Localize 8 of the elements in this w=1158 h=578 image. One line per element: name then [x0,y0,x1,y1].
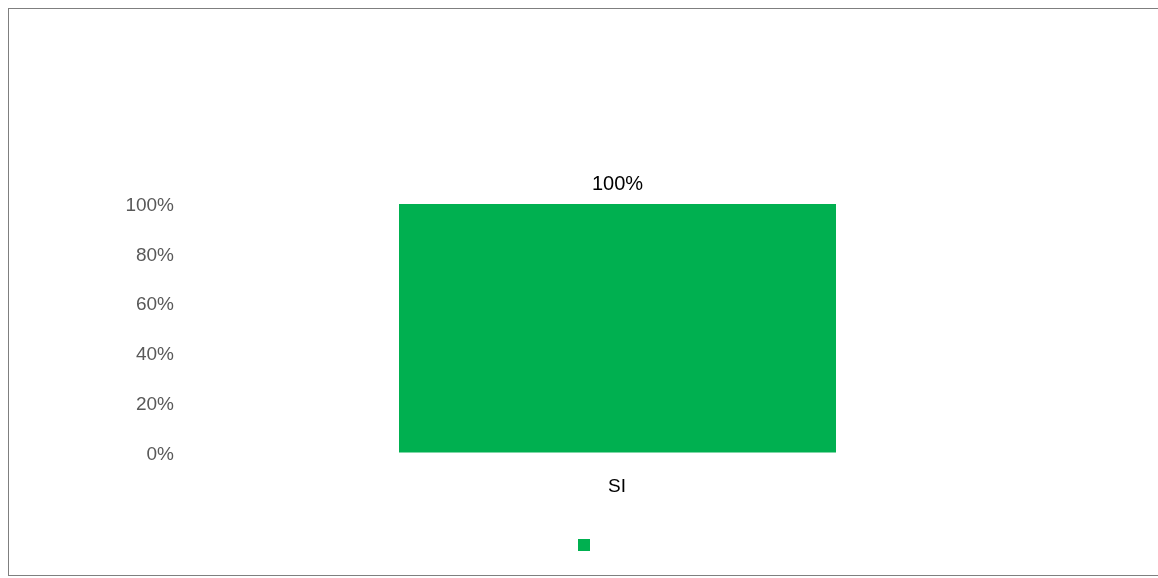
data-label: 100% [591,172,644,194]
y-tick-label: 80% [135,243,175,265]
y-tick-label: 20% [135,392,175,414]
y-tick-label: 40% [135,343,175,365]
y-tick-label: 100% [125,193,175,215]
y-tick-label: 0% [146,442,175,464]
x-tick-label: SI [608,475,626,497]
y-tick-label: 60% [135,293,175,315]
